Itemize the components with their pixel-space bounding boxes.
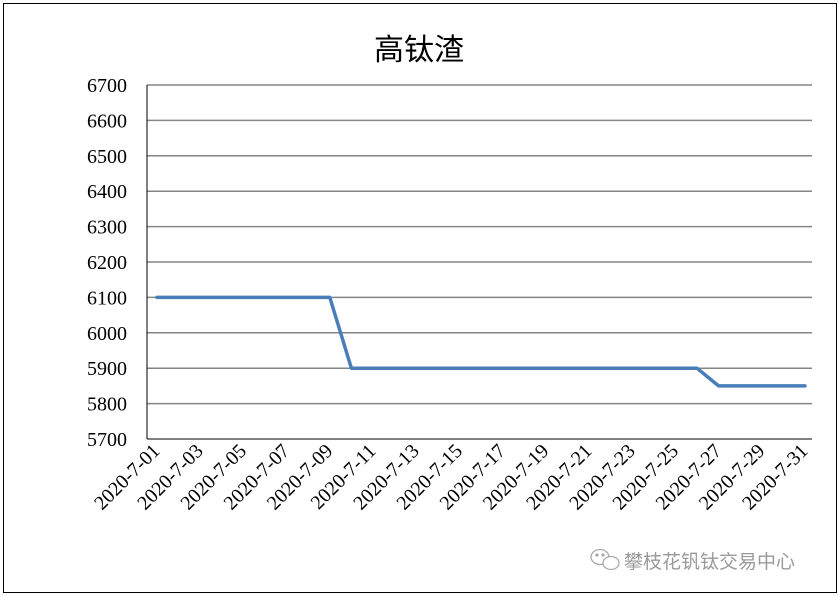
watermark-text: 攀枝花钒钛交易中心 <box>624 551 795 573</box>
y-tick-label: 5900 <box>87 358 127 380</box>
series-line <box>155 295 807 388</box>
y-tick-label: 6300 <box>87 217 127 239</box>
y-tick-label: 6100 <box>87 287 127 309</box>
watermark: 攀枝花钒钛交易中心 <box>590 548 795 573</box>
y-tick-label: 5700 <box>87 429 127 451</box>
wechat-icon <box>590 548 620 571</box>
y-tick-label: 6200 <box>87 252 127 274</box>
chart-title: 高钛渣 <box>374 33 464 68</box>
y-tick-label: 5800 <box>87 394 127 416</box>
y-tick-label: 6000 <box>87 323 127 345</box>
y-tick-label: 6400 <box>87 181 127 203</box>
y-tick-label: 6700 <box>87 75 127 97</box>
y-tick-label: 6600 <box>87 110 127 132</box>
y-tick-label: 6500 <box>87 146 127 168</box>
